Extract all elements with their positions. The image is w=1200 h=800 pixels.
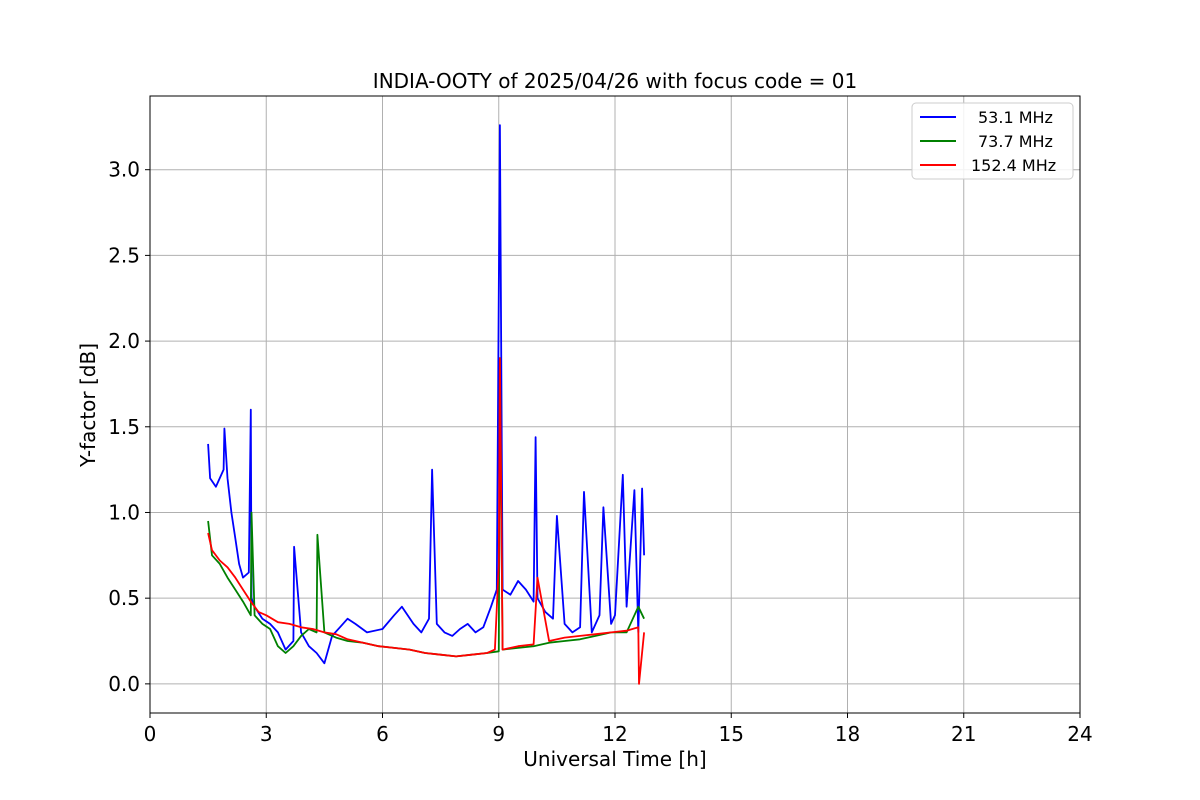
legend-box <box>911 102 1074 180</box>
y-tick-label-2: 1.0 <box>108 500 140 524</box>
x-tick-label-8: 24 <box>1067 722 1092 746</box>
series-line-2 <box>207 357 645 685</box>
x-tick-label-1: 3 <box>260 722 273 746</box>
y-tick-label-5: 2.5 <box>108 243 140 267</box>
legend-label-0: 53.1 MHz <box>978 108 1053 127</box>
x-axis: 0 3 6 9 12 15 18 21 24 <box>144 713 1093 746</box>
y-tick-label-0: 0.0 <box>108 672 140 696</box>
series-line-1 <box>207 357 645 658</box>
y-tick-label-3: 1.5 <box>108 415 140 439</box>
y-tick-label-4: 2.0 <box>108 329 140 353</box>
x-tick-label-3: 9 <box>492 722 505 746</box>
x-tick-label-2: 6 <box>376 722 389 746</box>
series-line-0 <box>207 124 645 665</box>
x-tick-label-0: 0 <box>144 722 157 746</box>
x-axis-label: Universal Time [h] <box>523 747 706 771</box>
legend: 53.1 MHz 73.7 MHz 152.4 MHz <box>911 102 1074 180</box>
x-tick-label-6: 18 <box>835 722 860 746</box>
series-layer <box>207 124 645 685</box>
y-axis-label: Y-factor [dB] <box>76 343 100 468</box>
x-tick-label-7: 21 <box>951 722 976 746</box>
x-tick-label-5: 15 <box>719 722 744 746</box>
legend-label-2: 152.4 MHz <box>971 156 1056 175</box>
chart-title: INDIA-OOTY of 2025/04/26 with focus code… <box>373 69 857 93</box>
y-tick-label-1: 0.5 <box>108 586 140 610</box>
grid <box>149 96 1081 713</box>
x-tick-label-4: 12 <box>602 722 627 746</box>
legend-label-1: 73.7 MHz <box>978 132 1053 151</box>
y-axis: 0.0 0.5 1.0 1.5 2.0 2.5 3.0 <box>108 158 150 696</box>
y-tick-label-6: 3.0 <box>108 158 140 182</box>
